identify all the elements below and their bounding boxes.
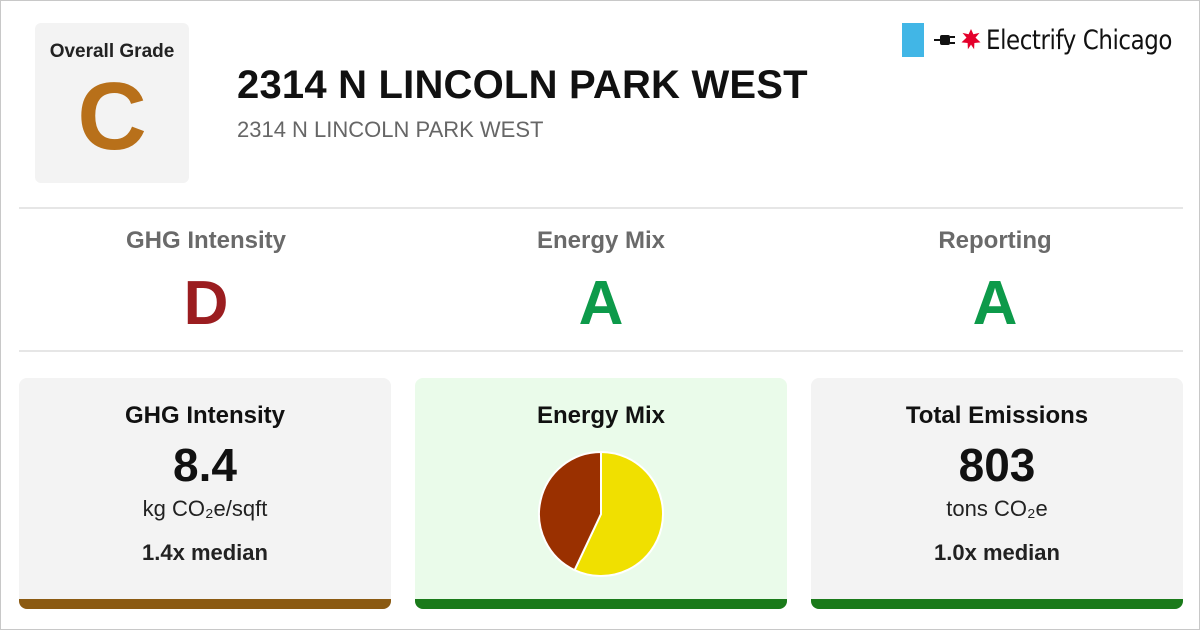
electrify-chicago-logo: Electrify Chicago xyxy=(902,23,1175,57)
total-emissions-value: 803 xyxy=(958,439,1036,491)
subgrade-letter: D xyxy=(183,269,229,338)
header-divider xyxy=(19,207,1183,209)
ghg-intensity-card: GHG Intensity 8.4 kg CO₂e/sqft 1.4x medi… xyxy=(19,378,391,609)
subgrade-letter: A xyxy=(972,269,1018,338)
chicago-flag-icon xyxy=(902,23,925,57)
energy-mix-card: Energy Mix xyxy=(415,378,787,609)
card-accent-bar xyxy=(19,599,391,609)
card-title: Total Emissions xyxy=(905,402,1089,429)
total-emissions-median: 1.0x median xyxy=(934,540,1060,565)
subgrade-letter: A xyxy=(578,269,624,338)
card-accent-bar xyxy=(811,599,1183,609)
building-title: 2314 N LINCOLN PARK WEST xyxy=(237,63,808,107)
total-emissions-card: Total Emissions 803 tons CO₂e 1.0x media… xyxy=(811,378,1183,609)
building-address: 2314 N LINCOLN PARK WEST xyxy=(237,117,544,142)
ghg-intensity-median: 1.4x median xyxy=(142,540,268,565)
overall-grade-box: Overall Grade C xyxy=(35,23,189,183)
overall-grade-label: Overall Grade xyxy=(49,41,175,62)
grades-divider xyxy=(19,350,1183,352)
ghg-intensity-unit: kg CO₂e/sqft xyxy=(142,496,268,521)
card-title: GHG Intensity xyxy=(124,402,286,429)
pie-slice-1 xyxy=(538,450,602,572)
subgrade-label: Reporting xyxy=(938,227,1052,254)
pie-slice-0 xyxy=(573,450,664,577)
subgrade-energy-mix: Energy Mix A xyxy=(404,227,798,339)
logo-text: Electrify Chicago xyxy=(986,24,1173,56)
energy-mix-pie-chart xyxy=(538,450,664,577)
card-title: Energy Mix xyxy=(536,402,666,429)
card-accent-bar xyxy=(415,599,787,609)
subgrade-label: GHG Intensity xyxy=(125,227,287,254)
chicago-star-icon xyxy=(961,29,981,50)
subgrade-ghg: GHG Intensity D xyxy=(9,227,403,339)
plug-icon xyxy=(934,35,956,45)
total-emissions-unit: tons CO₂e xyxy=(946,496,1048,521)
overall-grade-letter: C xyxy=(77,63,147,170)
ghg-intensity-value: 8.4 xyxy=(173,439,237,491)
subgrade-label: Energy Mix xyxy=(536,227,666,254)
subgrade-reporting: Reporting A xyxy=(798,227,1192,339)
